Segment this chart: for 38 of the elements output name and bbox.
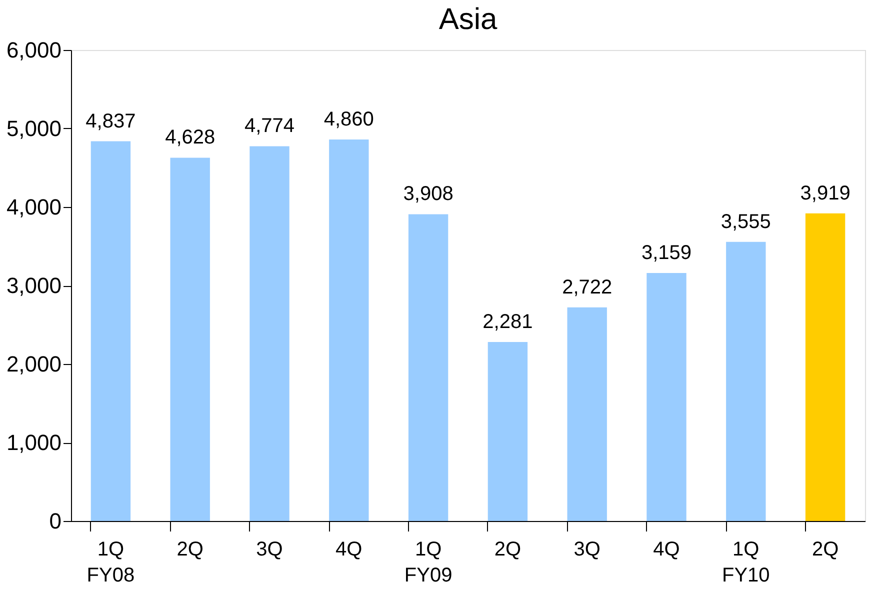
x-tick-label: 2Q [812, 538, 839, 560]
y-tick-label: 5,000 [6, 116, 62, 141]
y-tick-label: 2,000 [6, 352, 62, 376]
x-tick-label: 1Q FY09 [404, 538, 452, 586]
bar [329, 139, 369, 521]
bar [726, 242, 766, 521]
data-label: 3,919 [800, 182, 850, 204]
bar [170, 158, 210, 521]
y-tick-label: 3,000 [6, 273, 62, 298]
x-tick-label: 3Q [256, 538, 283, 560]
y-tick-label: 6,000 [6, 38, 62, 62]
bar [90, 141, 131, 521]
x-tick-label: 1Q FY10 [722, 538, 770, 586]
x-tick-label: 4Q [336, 538, 362, 560]
data-label: 2,722 [562, 276, 612, 298]
data-label: 3,159 [641, 242, 692, 264]
x-tick-label: 2Q [176, 538, 204, 560]
bar [250, 146, 290, 521]
data-label: 2,281 [482, 310, 533, 333]
data-label: 4,837 [86, 110, 136, 132]
x-tick-label: 2Q [494, 538, 522, 560]
bar [646, 273, 686, 521]
y-tick-label: 0 [49, 508, 62, 534]
bar [488, 342, 528, 521]
bar [805, 213, 846, 521]
x-tick-label: 3Q [574, 538, 600, 560]
data-label: 4,860 [324, 108, 374, 130]
data-label: 4,628 [165, 126, 216, 149]
data-label: 4,774 [244, 115, 295, 138]
data-label: 3,555 [720, 210, 771, 233]
x-tick-label: 4Q [653, 538, 680, 560]
chart-title: Asia [438, 3, 498, 36]
bar [408, 214, 448, 521]
data-label: 3,908 [403, 183, 454, 206]
y-tick-label: 1,000 [6, 430, 62, 455]
x-tick-label: 1Q FY08 [86, 538, 135, 586]
y-tick-label: 4,000 [6, 194, 62, 220]
bar [567, 307, 607, 521]
